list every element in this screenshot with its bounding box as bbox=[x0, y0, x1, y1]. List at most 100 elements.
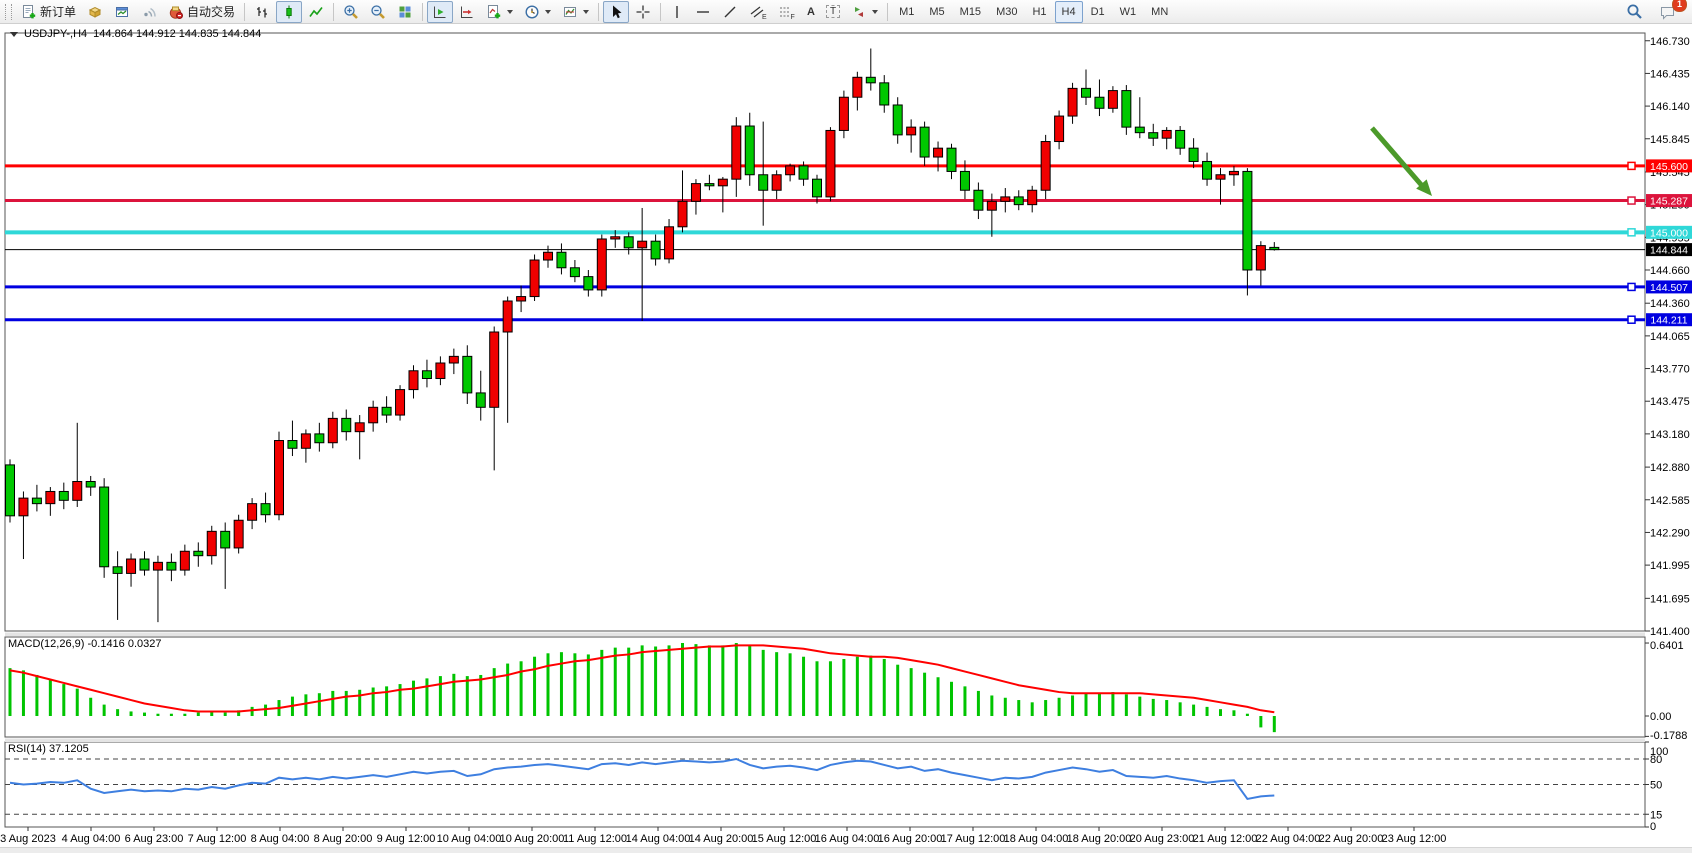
shapes-button[interactable] bbox=[846, 1, 883, 23]
timeframe-button-h4[interactable]: H4 bbox=[1054, 0, 1083, 23]
time-tick: 10 Aug 20:00 bbox=[500, 833, 565, 845]
timeframe-button-d1[interactable]: D1 bbox=[1090, 5, 1105, 18]
time-tick: 22 Aug 20:00 bbox=[1319, 833, 1384, 845]
timeframe-button-m1[interactable]: M1 bbox=[899, 5, 915, 18]
candle bbox=[1027, 189, 1038, 206]
chat-button[interactable]: 1 bbox=[1654, 0, 1687, 23]
price-line-badge: 144.844 bbox=[1650, 245, 1688, 257]
candle bbox=[825, 129, 836, 198]
macd-main-value: -0.1416 bbox=[87, 638, 125, 650]
indicators-button[interactable] bbox=[481, 1, 518, 23]
macd-signal-value: 0.0327 bbox=[127, 638, 162, 650]
candle bbox=[1054, 115, 1065, 143]
chart-area[interactable]: USDJPY-,H4 144.864 144.912 144.835 144.8… bbox=[0, 24, 1692, 853]
bar-chart-button[interactable] bbox=[249, 1, 275, 23]
candle bbox=[179, 550, 190, 571]
candle bbox=[892, 104, 903, 136]
horizontal-line-button[interactable] bbox=[690, 1, 716, 23]
toolbar-grip[interactable] bbox=[5, 3, 12, 20]
price-tick: 142.880 bbox=[1650, 462, 1690, 474]
cursor-button[interactable] bbox=[603, 0, 630, 23]
trendline-button[interactable] bbox=[717, 1, 743, 23]
candle bbox=[838, 96, 849, 131]
timeframe-button-mn[interactable]: MN bbox=[1151, 5, 1169, 18]
candle bbox=[18, 497, 29, 517]
timeframe-button-w1[interactable]: W1 bbox=[1119, 5, 1137, 18]
templates-button[interactable] bbox=[557, 1, 594, 23]
candle bbox=[1067, 87, 1078, 117]
line-chart-button[interactable] bbox=[303, 1, 329, 23]
rsi-axis-label: 80 bbox=[1650, 754, 1662, 766]
candle bbox=[99, 486, 110, 568]
timeframe-button-m5[interactable]: M5 bbox=[929, 5, 945, 18]
dropdown-arrow-icon bbox=[872, 9, 879, 14]
auto-scroll-icon bbox=[432, 4, 448, 20]
hline-handle bbox=[1627, 228, 1636, 237]
price-tick: 146.140 bbox=[1650, 101, 1690, 113]
candle bbox=[166, 561, 177, 571]
trend-arrow bbox=[1370, 126, 1426, 190]
time-tick: 17 Aug 12:00 bbox=[941, 833, 1006, 845]
candle bbox=[274, 440, 284, 516]
periods-button[interactable] bbox=[519, 1, 556, 23]
vertical-line-button[interactable] bbox=[665, 1, 689, 23]
timeframe-button-m15[interactable]: M15 bbox=[959, 5, 982, 18]
price-chart-canvas[interactable]: 146.730146.435146.140145.845145.545145.2… bbox=[0, 24, 1692, 853]
line-chart-icon bbox=[308, 4, 324, 20]
chart-shift-button[interactable] bbox=[454, 1, 480, 23]
time-tick: 14 Aug 04:00 bbox=[626, 833, 691, 845]
candle bbox=[569, 267, 580, 278]
rsi-axis-label: 0 bbox=[1650, 821, 1656, 833]
rsi-value: 37.1205 bbox=[48, 743, 89, 755]
time-tick: 16 Aug 04:00 bbox=[815, 833, 880, 845]
candle bbox=[300, 433, 311, 449]
candle bbox=[690, 183, 701, 202]
time-tick: 9 Aug 12:00 bbox=[377, 833, 436, 845]
price-tick: 146.435 bbox=[1650, 68, 1690, 80]
candle bbox=[959, 170, 970, 191]
zoom-in-button[interactable] bbox=[338, 1, 364, 23]
candle bbox=[220, 530, 231, 549]
signal-button[interactable] bbox=[136, 1, 162, 23]
bar-chart-icon bbox=[254, 4, 270, 20]
time-tick: 7 Aug 12:00 bbox=[188, 833, 247, 845]
candle bbox=[1148, 132, 1159, 139]
data-window-button[interactable] bbox=[109, 1, 135, 23]
candle bbox=[341, 417, 352, 433]
auto-trading-button[interactable]: 自动交易 bbox=[163, 1, 240, 23]
zoom-out-button[interactable] bbox=[365, 1, 391, 23]
rsi-axis-label: 15 bbox=[1650, 809, 1662, 821]
candle bbox=[139, 558, 150, 571]
fibonacci-button[interactable]: F bbox=[773, 1, 801, 23]
text-label-button[interactable]: T bbox=[821, 1, 845, 23]
candle bbox=[1202, 160, 1213, 180]
market-watch-button[interactable] bbox=[82, 1, 108, 23]
candle bbox=[489, 331, 500, 408]
toolbar-right: 1 bbox=[1621, 0, 1690, 23]
chart-symbol-period: USDJPY-,H4 bbox=[24, 28, 88, 40]
price-line-badge: 144.211 bbox=[1650, 315, 1687, 327]
timeframe-button-m30[interactable]: M30 bbox=[996, 5, 1018, 18]
new-order-button[interactable]: 新订单 bbox=[16, 1, 81, 23]
crosshair-button[interactable] bbox=[630, 1, 656, 23]
rsi-line bbox=[9, 757, 1275, 801]
time-tick: 11 Aug 12:00 bbox=[563, 833, 627, 845]
price-tick: 144.660 bbox=[1650, 265, 1690, 277]
candle bbox=[1269, 246, 1280, 251]
candle bbox=[556, 251, 567, 269]
candle bbox=[31, 497, 42, 505]
chart-title-dropdown-icon[interactable] bbox=[10, 31, 18, 37]
text-tool-icon: A bbox=[807, 5, 815, 18]
equidistant-channel-button[interactable]: E bbox=[744, 1, 772, 23]
data-window-icon bbox=[114, 4, 130, 20]
search-button[interactable] bbox=[1621, 1, 1648, 23]
candle bbox=[1242, 170, 1253, 271]
candle-chart-button[interactable] bbox=[276, 0, 303, 23]
auto-scroll-button[interactable] bbox=[427, 0, 454, 23]
auto-trading-label: 自动交易 bbox=[187, 5, 236, 19]
chart-title: USDJPY-,H4 144.864 144.912 144.835 144.8… bbox=[10, 28, 261, 40]
tile-windows-button[interactable] bbox=[392, 1, 418, 23]
text-button[interactable]: A bbox=[802, 1, 820, 23]
timeframe-button-h1[interactable]: H1 bbox=[1032, 5, 1047, 18]
price-line-badge: 145.287 bbox=[1650, 196, 1688, 208]
